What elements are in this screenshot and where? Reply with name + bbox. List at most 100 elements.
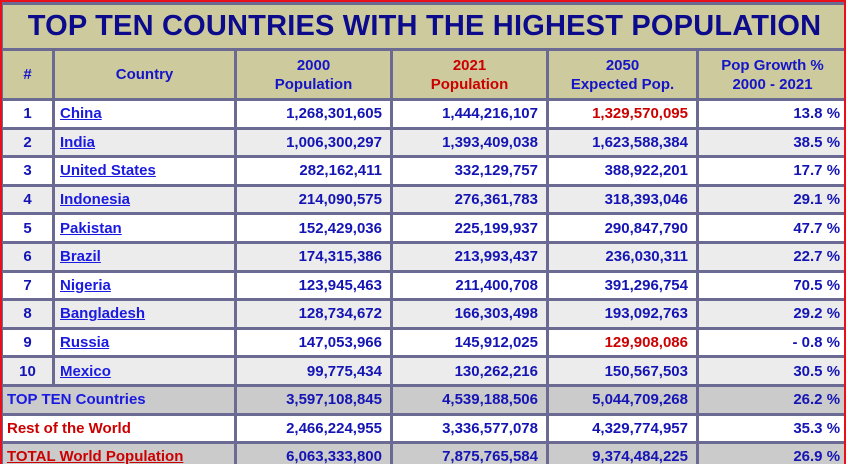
table-row: 3 United States 282,162,411 332,129,757 … bbox=[2, 155, 844, 187]
header-pop2050: 2050 Expected Pop. bbox=[546, 48, 699, 101]
pop2000-cell: 1,268,301,605 bbox=[234, 98, 393, 130]
pop2000-cell: 147,053,966 bbox=[234, 326, 393, 359]
country-link-indonesia[interactable]: Indonesia bbox=[60, 191, 131, 209]
rank-cell: 10 bbox=[2, 355, 55, 387]
header-pop2000-line1: 2000 bbox=[296, 56, 331, 74]
table-row: 2 India 1,006,300,297 1,393,409,038 1,62… bbox=[2, 126, 844, 159]
country-cell: Mexico bbox=[52, 355, 237, 387]
rank-cell: 1 bbox=[2, 98, 55, 130]
growth-cell: 26.2 % bbox=[695, 383, 844, 416]
pop2050-cell: 5,044,709,268 bbox=[546, 383, 699, 416]
summary-row-top-ten: TOP TEN Countries 3,597,108,845 4,539,18… bbox=[2, 383, 844, 416]
pop2050-cell: 9,374,484,225 bbox=[546, 441, 699, 464]
growth-cell: 22.7 % bbox=[695, 240, 844, 273]
header-country: Country bbox=[52, 48, 237, 101]
summary-row-total: TOTAL World Population 6,063,333,800 7,8… bbox=[2, 441, 844, 464]
growth-cell: - 0.8 % bbox=[695, 326, 844, 359]
pop2050-cell: 236,030,311 bbox=[546, 240, 699, 273]
rank-cell: 9 bbox=[2, 326, 55, 359]
country-cell: Russia bbox=[52, 326, 237, 359]
country-cell: Indonesia bbox=[52, 183, 237, 216]
table-row: 9 Russia 147,053,966 145,912,025 129,908… bbox=[2, 326, 844, 359]
header-pop2021-line1: 2021 bbox=[452, 56, 487, 74]
pop2050-cell: 193,092,763 bbox=[546, 298, 699, 330]
growth-cell: 17.7 % bbox=[695, 155, 844, 187]
growth-cell: 26.9 % bbox=[695, 441, 844, 464]
growth-cell: 29.1 % bbox=[695, 183, 844, 216]
pop2050-cell: 150,567,503 bbox=[546, 355, 699, 387]
country-link-india[interactable]: India bbox=[60, 133, 96, 151]
table-row: 10 Mexico 99,775,434 130,262,216 150,567… bbox=[2, 355, 844, 387]
country-cell: United States bbox=[52, 155, 237, 187]
rank-cell: 5 bbox=[2, 212, 55, 244]
summary-row-rest-of-world: Rest of the World 2,466,224,955 3,336,57… bbox=[2, 412, 844, 445]
country-link-china[interactable]: China bbox=[60, 105, 102, 123]
header-pop2050-line2: Expected Pop. bbox=[570, 75, 675, 93]
pop2021-cell: 130,262,216 bbox=[390, 355, 549, 387]
pop2000-cell: 99,775,434 bbox=[234, 355, 393, 387]
header-growth-line2: 2000 - 2021 bbox=[732, 75, 813, 93]
pop2021-cell: 1,444,216,107 bbox=[390, 98, 549, 130]
pop2021-cell: 145,912,025 bbox=[390, 326, 549, 359]
pop2050-cell: 318,393,046 bbox=[546, 183, 699, 216]
country-link-united-states[interactable]: United States bbox=[60, 162, 156, 180]
country-link-mexico[interactable]: Mexico bbox=[60, 362, 111, 380]
table-row: 5 Pakistan 152,429,036 225,199,937 290,8… bbox=[2, 212, 844, 244]
header-pop2021: 2021 Population bbox=[390, 48, 549, 101]
rank-cell: 6 bbox=[2, 240, 55, 273]
total-world-population-link[interactable]: TOTAL World Population bbox=[7, 448, 184, 464]
pop2000-cell: 1,006,300,297 bbox=[234, 126, 393, 159]
country-cell: Brazil bbox=[52, 240, 237, 273]
pop2021-cell: 166,303,498 bbox=[390, 298, 549, 330]
header-pop2050-line1: 2050 bbox=[605, 56, 640, 74]
pop2050-cell: 391,296,754 bbox=[546, 269, 699, 302]
country-cell: Nigeria bbox=[52, 269, 237, 302]
growth-cell: 13.8 % bbox=[695, 98, 844, 130]
pop2021-cell: 1,393,409,038 bbox=[390, 126, 549, 159]
country-cell: Pakistan bbox=[52, 212, 237, 244]
pop2000-cell: 123,945,463 bbox=[234, 269, 393, 302]
pop2000-cell: 282,162,411 bbox=[234, 155, 393, 187]
pop2000-cell: 152,429,036 bbox=[234, 212, 393, 244]
pop2021-cell: 213,993,437 bbox=[390, 240, 549, 273]
pop2050-cell: 1,329,570,095 bbox=[546, 98, 699, 130]
pop2000-cell: 174,315,386 bbox=[234, 240, 393, 273]
growth-cell: 70.5 % bbox=[695, 269, 844, 302]
header-row: # Country 2000 Population 2021 Population … bbox=[2, 48, 844, 101]
pop2021-cell: 332,129,757 bbox=[390, 155, 549, 187]
header-pop2000-line2: Population bbox=[274, 75, 353, 93]
pop2000-cell: 128,734,672 bbox=[234, 298, 393, 330]
table-row: 1 China 1,268,301,605 1,444,216,107 1,32… bbox=[2, 98, 844, 130]
pop2021-cell: 7,875,765,584 bbox=[390, 441, 549, 464]
summary-label: TOP TEN Countries bbox=[2, 383, 237, 416]
country-link-brazil[interactable]: Brazil bbox=[60, 248, 101, 266]
rank-cell: 7 bbox=[2, 269, 55, 302]
country-link-bangladesh[interactable]: Bangladesh bbox=[60, 305, 146, 323]
pop2000-cell: 6,063,333,800 bbox=[234, 441, 393, 464]
table-row: 4 Indonesia 214,090,575 276,361,783 318,… bbox=[2, 183, 844, 216]
pop2000-cell: 2,466,224,955 bbox=[234, 412, 393, 445]
header-rank: # bbox=[2, 48, 55, 101]
table-row: 8 Bangladesh 128,734,672 166,303,498 193… bbox=[2, 298, 844, 330]
country-link-nigeria[interactable]: Nigeria bbox=[60, 276, 111, 294]
rank-cell: 3 bbox=[2, 155, 55, 187]
country-cell: China bbox=[52, 98, 237, 130]
growth-cell: 30.5 % bbox=[695, 355, 844, 387]
header-growth: Pop Growth % 2000 - 2021 bbox=[695, 48, 844, 101]
pop2021-cell: 211,400,708 bbox=[390, 269, 549, 302]
rank-cell: 2 bbox=[2, 126, 55, 159]
country-cell: Bangladesh bbox=[52, 298, 237, 330]
table-title: TOP TEN COUNTRIES WITH THE HIGHEST POPUL… bbox=[2, 2, 844, 51]
pop2021-cell: 4,539,188,506 bbox=[390, 383, 549, 416]
country-link-russia[interactable]: Russia bbox=[60, 334, 110, 352]
pop2050-cell: 129,908,086 bbox=[546, 326, 699, 359]
pop2021-cell: 276,361,783 bbox=[390, 183, 549, 216]
pop2050-cell: 4,329,774,957 bbox=[546, 412, 699, 445]
growth-cell: 35.3 % bbox=[695, 412, 844, 445]
table-row: 6 Brazil 174,315,386 213,993,437 236,030… bbox=[2, 240, 844, 273]
country-cell: India bbox=[52, 126, 237, 159]
country-link-pakistan[interactable]: Pakistan bbox=[60, 219, 122, 237]
summary-label-cell: TOTAL World Population bbox=[2, 441, 237, 464]
